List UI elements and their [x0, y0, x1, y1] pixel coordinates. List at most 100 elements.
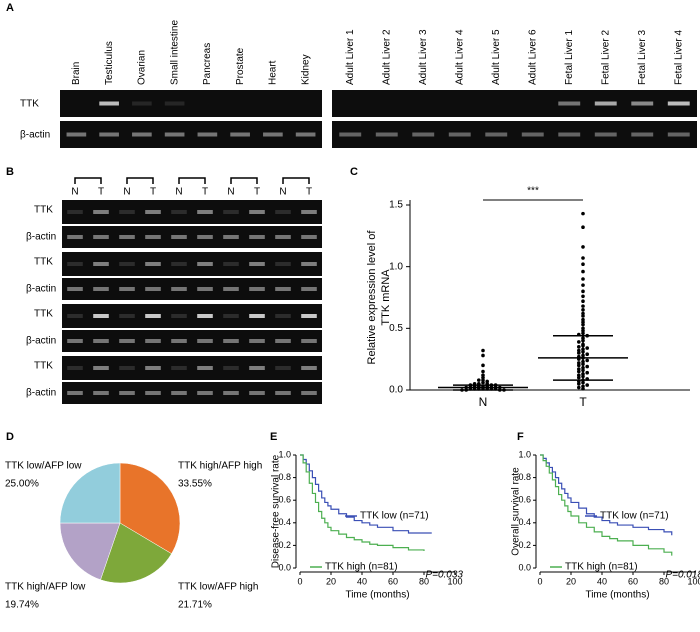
gel-band [171, 210, 187, 214]
gel-band [171, 314, 187, 318]
row-label: β-actin [20, 130, 50, 141]
dot [581, 311, 585, 316]
panel-label: F [517, 431, 524, 443]
x-tick-label: N [479, 395, 488, 409]
pair-label: N [123, 187, 130, 198]
gel-band [275, 314, 291, 318]
slice-value: 21.71% [178, 600, 212, 611]
gel-band [119, 210, 135, 214]
gel-band [119, 366, 135, 370]
lane-label: Adult Liver 1 [345, 29, 356, 85]
dot [577, 375, 581, 380]
gel-band [119, 262, 135, 266]
gel-band [93, 287, 109, 291]
gel [62, 330, 322, 352]
x-axis-label: Time (months) [345, 590, 409, 601]
lane-label: Brain [71, 62, 82, 85]
gel-band [263, 132, 283, 137]
lane-label: Adult Liver 4 [454, 29, 465, 85]
panel-label: B [6, 166, 14, 178]
gel-band [197, 287, 213, 291]
gel-band [132, 101, 152, 106]
gel-band [275, 287, 291, 291]
slice-value: 19.74% [5, 600, 39, 611]
gel-band [301, 287, 317, 291]
dot [581, 225, 585, 229]
gel [62, 226, 322, 248]
gel-band [197, 339, 213, 343]
gel-band [197, 366, 213, 370]
legend-label: TTK low (n=71) [360, 511, 429, 522]
row-label: TTK [34, 257, 53, 268]
dot [577, 382, 581, 386]
gel-band [249, 235, 265, 239]
lane-label: Prostate [235, 47, 246, 85]
gel-band [67, 262, 83, 266]
y-axis-label: Relative expression level of [366, 230, 378, 365]
dot [581, 314, 585, 318]
y-tick-label: 0.4 [518, 517, 531, 527]
bracket [230, 177, 258, 184]
dot [585, 383, 589, 387]
gel-band [249, 210, 265, 214]
x-tick-label: 60 [628, 576, 638, 586]
lane-label: Adult Liver 3 [418, 29, 429, 85]
gel-band [132, 132, 152, 137]
dot [481, 378, 485, 382]
dot [577, 348, 581, 353]
y-tick-label: 0.8 [278, 472, 291, 482]
lane-label: Small intestine [169, 20, 180, 85]
annotation: P=0.033 [425, 570, 463, 581]
y-tick-label: 0.0 [389, 385, 403, 396]
gel-band [230, 132, 250, 137]
gel-band [249, 314, 265, 318]
gel-band [93, 391, 109, 395]
gel-band [99, 132, 119, 137]
sd-bar [553, 334, 613, 381]
gel-band [145, 210, 161, 214]
pair-label: T [98, 187, 104, 198]
gel-band [67, 287, 83, 291]
gel-band [171, 262, 187, 266]
lane-label: Fetal Liver 2 [600, 30, 611, 85]
dot [581, 386, 585, 391]
dot [481, 373, 485, 378]
y-tick-label: 0.2 [518, 540, 531, 550]
gel-band [119, 391, 135, 395]
dot [577, 345, 581, 349]
dot [581, 322, 585, 327]
gel-band [223, 235, 239, 239]
y-axis-label: Overall survival rate [511, 467, 522, 556]
gel-band [93, 366, 109, 370]
dot [581, 283, 585, 287]
gel-band [275, 262, 291, 266]
gel-band [67, 235, 83, 239]
gel-band [295, 132, 316, 137]
lane-label: Ovarian [137, 50, 148, 85]
x-tick-label: 0 [537, 576, 542, 586]
panel-label: A [6, 2, 14, 14]
gel-band [301, 391, 317, 395]
legend-label: TTK high (n=81) [565, 562, 638, 573]
dot [581, 331, 585, 336]
slice-label: TTK low/AFP high [178, 582, 258, 593]
dot [581, 329, 585, 333]
gel-band [164, 101, 185, 106]
dot [481, 380, 485, 385]
lane-label: Fetal Liver 3 [637, 30, 648, 85]
gel-band [275, 210, 291, 214]
gel-band [249, 391, 265, 395]
lane-label: Fetal Liver 4 [673, 30, 684, 85]
pie-slice [100, 522, 172, 584]
gel-band [171, 235, 187, 239]
gel-band [485, 132, 508, 137]
dot [477, 378, 481, 382]
gel-band [249, 287, 265, 291]
gel-band [223, 210, 239, 214]
gel-band [301, 235, 317, 239]
gel-band [66, 132, 87, 137]
gel-band [93, 262, 109, 266]
gel-band [301, 339, 317, 343]
x-tick-label: 20 [326, 576, 336, 586]
pair-label: N [71, 187, 78, 198]
